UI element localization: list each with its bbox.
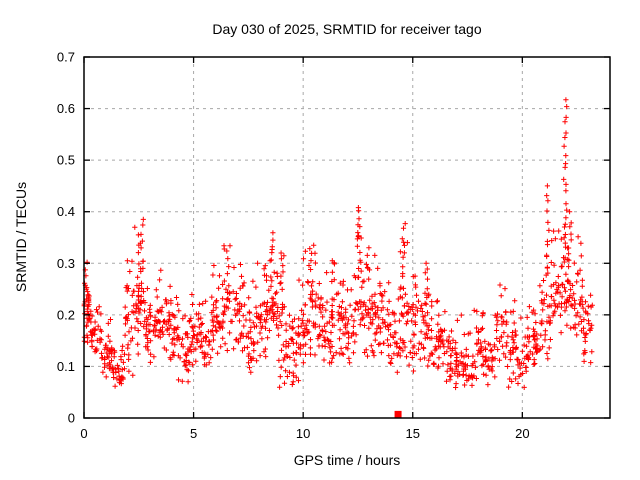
x-tick-label: 10 (296, 426, 310, 441)
y-tick-label: 0 (68, 411, 75, 426)
outlier-square-marker (394, 410, 402, 418)
x-tick-label: 0 (80, 426, 87, 441)
y-tick-label: 0.5 (57, 153, 75, 168)
x-tick-label: 5 (190, 426, 197, 441)
y-axis-label: SRMTID / TECUs (13, 181, 29, 293)
y-tick-label: 0.3 (57, 256, 75, 271)
x-tick-label: 20 (515, 426, 529, 441)
tick-labels: 0 0.1 0.2 0.3 0.4 0.5 0.6 0.7 0 5 10 15 20 (57, 50, 530, 442)
y-tick-label: 0.7 (57, 50, 75, 65)
grid-lines (84, 57, 610, 418)
y-tick-label: 0.6 (57, 101, 75, 116)
y-tick-label: 0.4 (57, 204, 75, 219)
plot-frame (83, 56, 611, 419)
scatter-points (81, 97, 595, 418)
x-tick-label: 15 (406, 426, 420, 441)
chart-title: Day 030 of 2025, SRMTID for receiver tag… (212, 21, 482, 37)
y-tick-label: 0.2 (57, 307, 75, 322)
x-axis-label: GPS time / hours (293, 452, 401, 468)
y-tick-label: 0.1 (57, 359, 75, 374)
